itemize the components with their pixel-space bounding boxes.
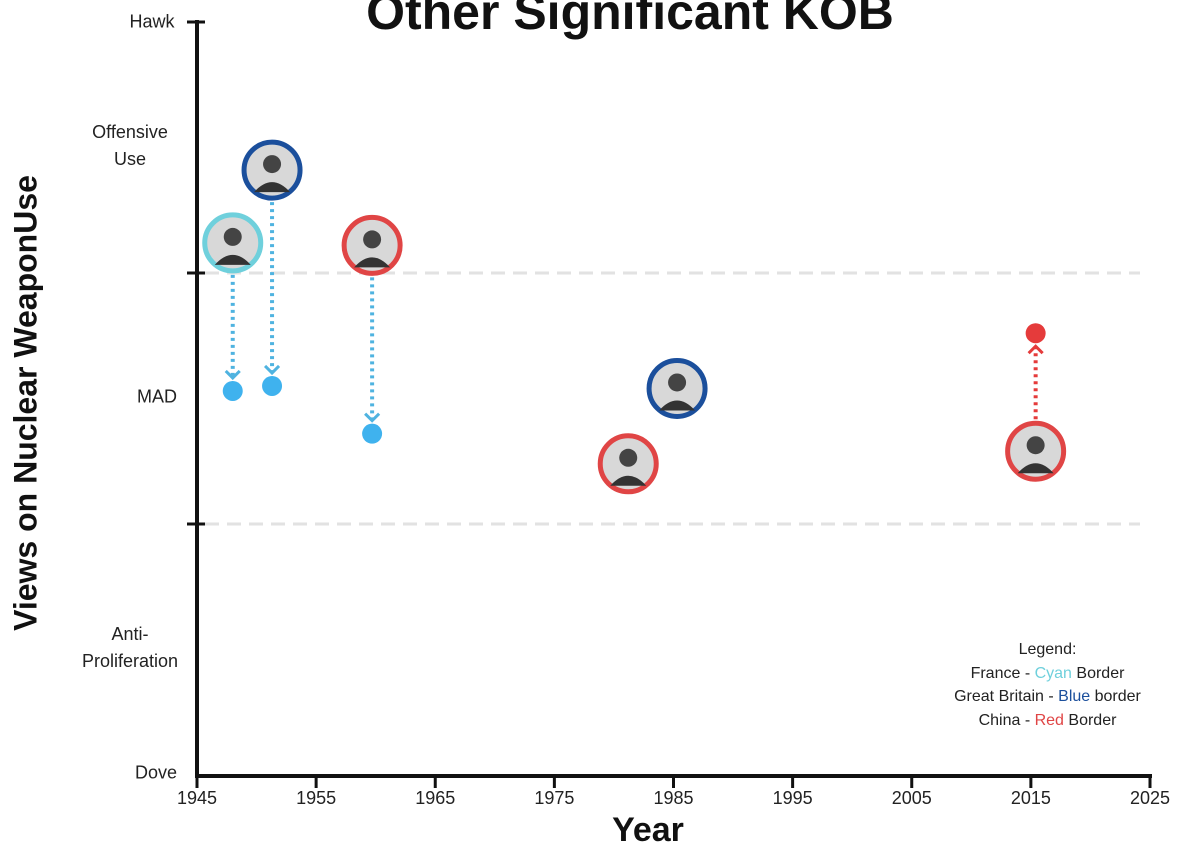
y-tick-label: Offensive Use	[80, 119, 180, 173]
portrait-head	[363, 230, 381, 248]
page: Other Significant KOB Year Views on Nucl…	[0, 0, 1182, 850]
portrait-head	[619, 449, 637, 467]
legend-color-word: Blue	[1058, 688, 1090, 705]
chart-title: Other Significant KOB	[366, 0, 894, 40]
legend-text: France -	[971, 665, 1035, 682]
legend-text: China -	[979, 712, 1035, 729]
legend-entry: Great Britain - Blue border	[925, 685, 1170, 709]
arrow-head	[1029, 346, 1043, 353]
legend-entry: France - Cyan Border	[925, 662, 1170, 686]
x-tick-label: 1965	[415, 788, 455, 808]
x-tick-label: 1985	[653, 788, 693, 808]
y-tick-label: Hawk	[112, 9, 192, 36]
end-point	[1026, 323, 1046, 343]
legend-text: border	[1090, 688, 1141, 705]
portrait	[244, 142, 300, 198]
portrait	[1008, 423, 1064, 479]
portrait-head	[1027, 436, 1045, 454]
y-tick-label: Dove	[116, 760, 196, 787]
legend-title: Legend:	[925, 638, 1170, 662]
legend-color-word: Red	[1035, 712, 1064, 729]
x-tick-label: 1995	[773, 788, 813, 808]
portrait	[205, 215, 261, 271]
legend-entry: China - Red Border	[925, 709, 1170, 733]
portrait-head	[668, 373, 686, 391]
arrow-head	[365, 414, 379, 421]
legend-text: Great Britain -	[954, 688, 1058, 705]
legend-color-word: Cyan	[1035, 665, 1072, 682]
x-tick-label: 2005	[892, 788, 932, 808]
portrait	[649, 360, 705, 416]
x-tick-label: 2015	[1011, 788, 1051, 808]
x-tick-label: 1975	[534, 788, 574, 808]
y-tick-label: MAD	[87, 383, 227, 410]
x-axis-title: Year	[612, 811, 684, 849]
x-tick-label: 2025	[1130, 788, 1170, 808]
portrait-head	[263, 155, 281, 173]
legend-text: Border	[1064, 712, 1116, 729]
end-point	[362, 424, 382, 444]
portrait	[344, 217, 400, 273]
portrait	[600, 436, 656, 492]
x-tick-label: 1955	[296, 788, 336, 808]
arrow-head	[265, 366, 279, 373]
portrait-head	[224, 228, 242, 246]
y-tick-label: Anti-Proliferation	[70, 621, 190, 675]
y-axis-title: Views on Nuclear WeaponUse	[7, 175, 43, 631]
end-point	[262, 376, 282, 396]
legend-text: Border	[1072, 665, 1124, 682]
x-tick-label: 1945	[177, 788, 217, 808]
